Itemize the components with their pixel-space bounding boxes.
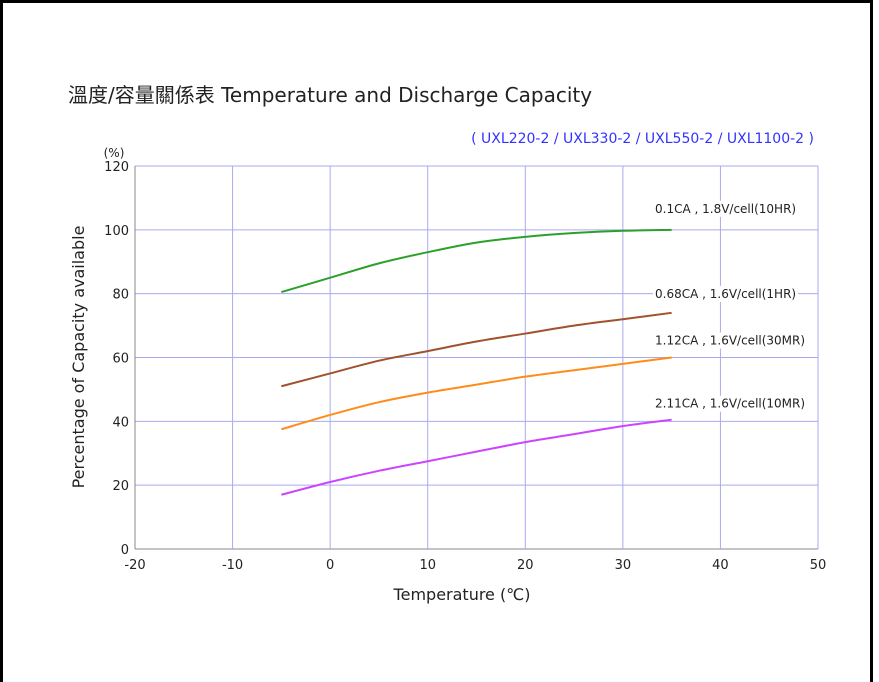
series-label: 0.68CA , 1.6V/cell(1HR): [655, 287, 796, 301]
x-tick-label: 0: [326, 558, 334, 573]
x-tick-label: 20: [517, 558, 534, 573]
y-tick-label: 60: [112, 352, 129, 367]
y-unit-label: (%): [104, 146, 125, 160]
series-label-bg: [653, 200, 799, 217]
series-line: [281, 418, 672, 496]
chart-title: 溫度/容量關係表 Temperature and Discharge Capac…: [68, 83, 592, 107]
y-tick-label: 40: [112, 415, 129, 430]
chart-subtitle: ( UXL220-2 / UXL330-2 / UXL550-2 / UXL11…: [471, 131, 814, 147]
y-tick-label: 120: [104, 160, 129, 175]
series-label-bg: [653, 395, 808, 412]
series-label: 1.12CA , 1.6V/cell(30MR): [655, 334, 805, 348]
grid: [134, 165, 819, 550]
x-tick-label: 40: [712, 558, 729, 573]
series-line: [281, 311, 672, 388]
series-label: 2.11CA , 1.6V/cell(10MR): [655, 397, 805, 411]
series-labels: 0.1CA , 1.8V/cell(10HR) 0.68CA , 1.6V/cel…: [653, 200, 808, 412]
series-label: 0.1CA , 1.8V/cell(10HR): [655, 202, 796, 216]
y-tick-label: 100: [104, 224, 129, 239]
x-tick-label: -20: [124, 558, 145, 573]
y-tick-label: 0: [121, 543, 129, 558]
y-axis-label: Percentage of Capacity available: [69, 226, 88, 489]
y-tick-label: 20: [112, 479, 129, 494]
series-label-bg: [653, 285, 799, 302]
x-tick-label: -10: [222, 558, 243, 573]
x-axis-label: Temperature (℃): [393, 585, 531, 604]
series-line: [281, 228, 672, 294]
series-lines: [281, 228, 672, 496]
x-tick-label: 10: [419, 558, 436, 573]
tick-labels: 0 20 40 60 80 100 120 -20 -10 0 10 20 30 40 50: [104, 160, 826, 573]
x-tick-label: 50: [810, 558, 827, 573]
x-tick-label: 30: [615, 558, 632, 573]
y-tick-label: 80: [112, 288, 129, 303]
series-line: [281, 356, 672, 431]
series-label-bg: [653, 332, 808, 349]
